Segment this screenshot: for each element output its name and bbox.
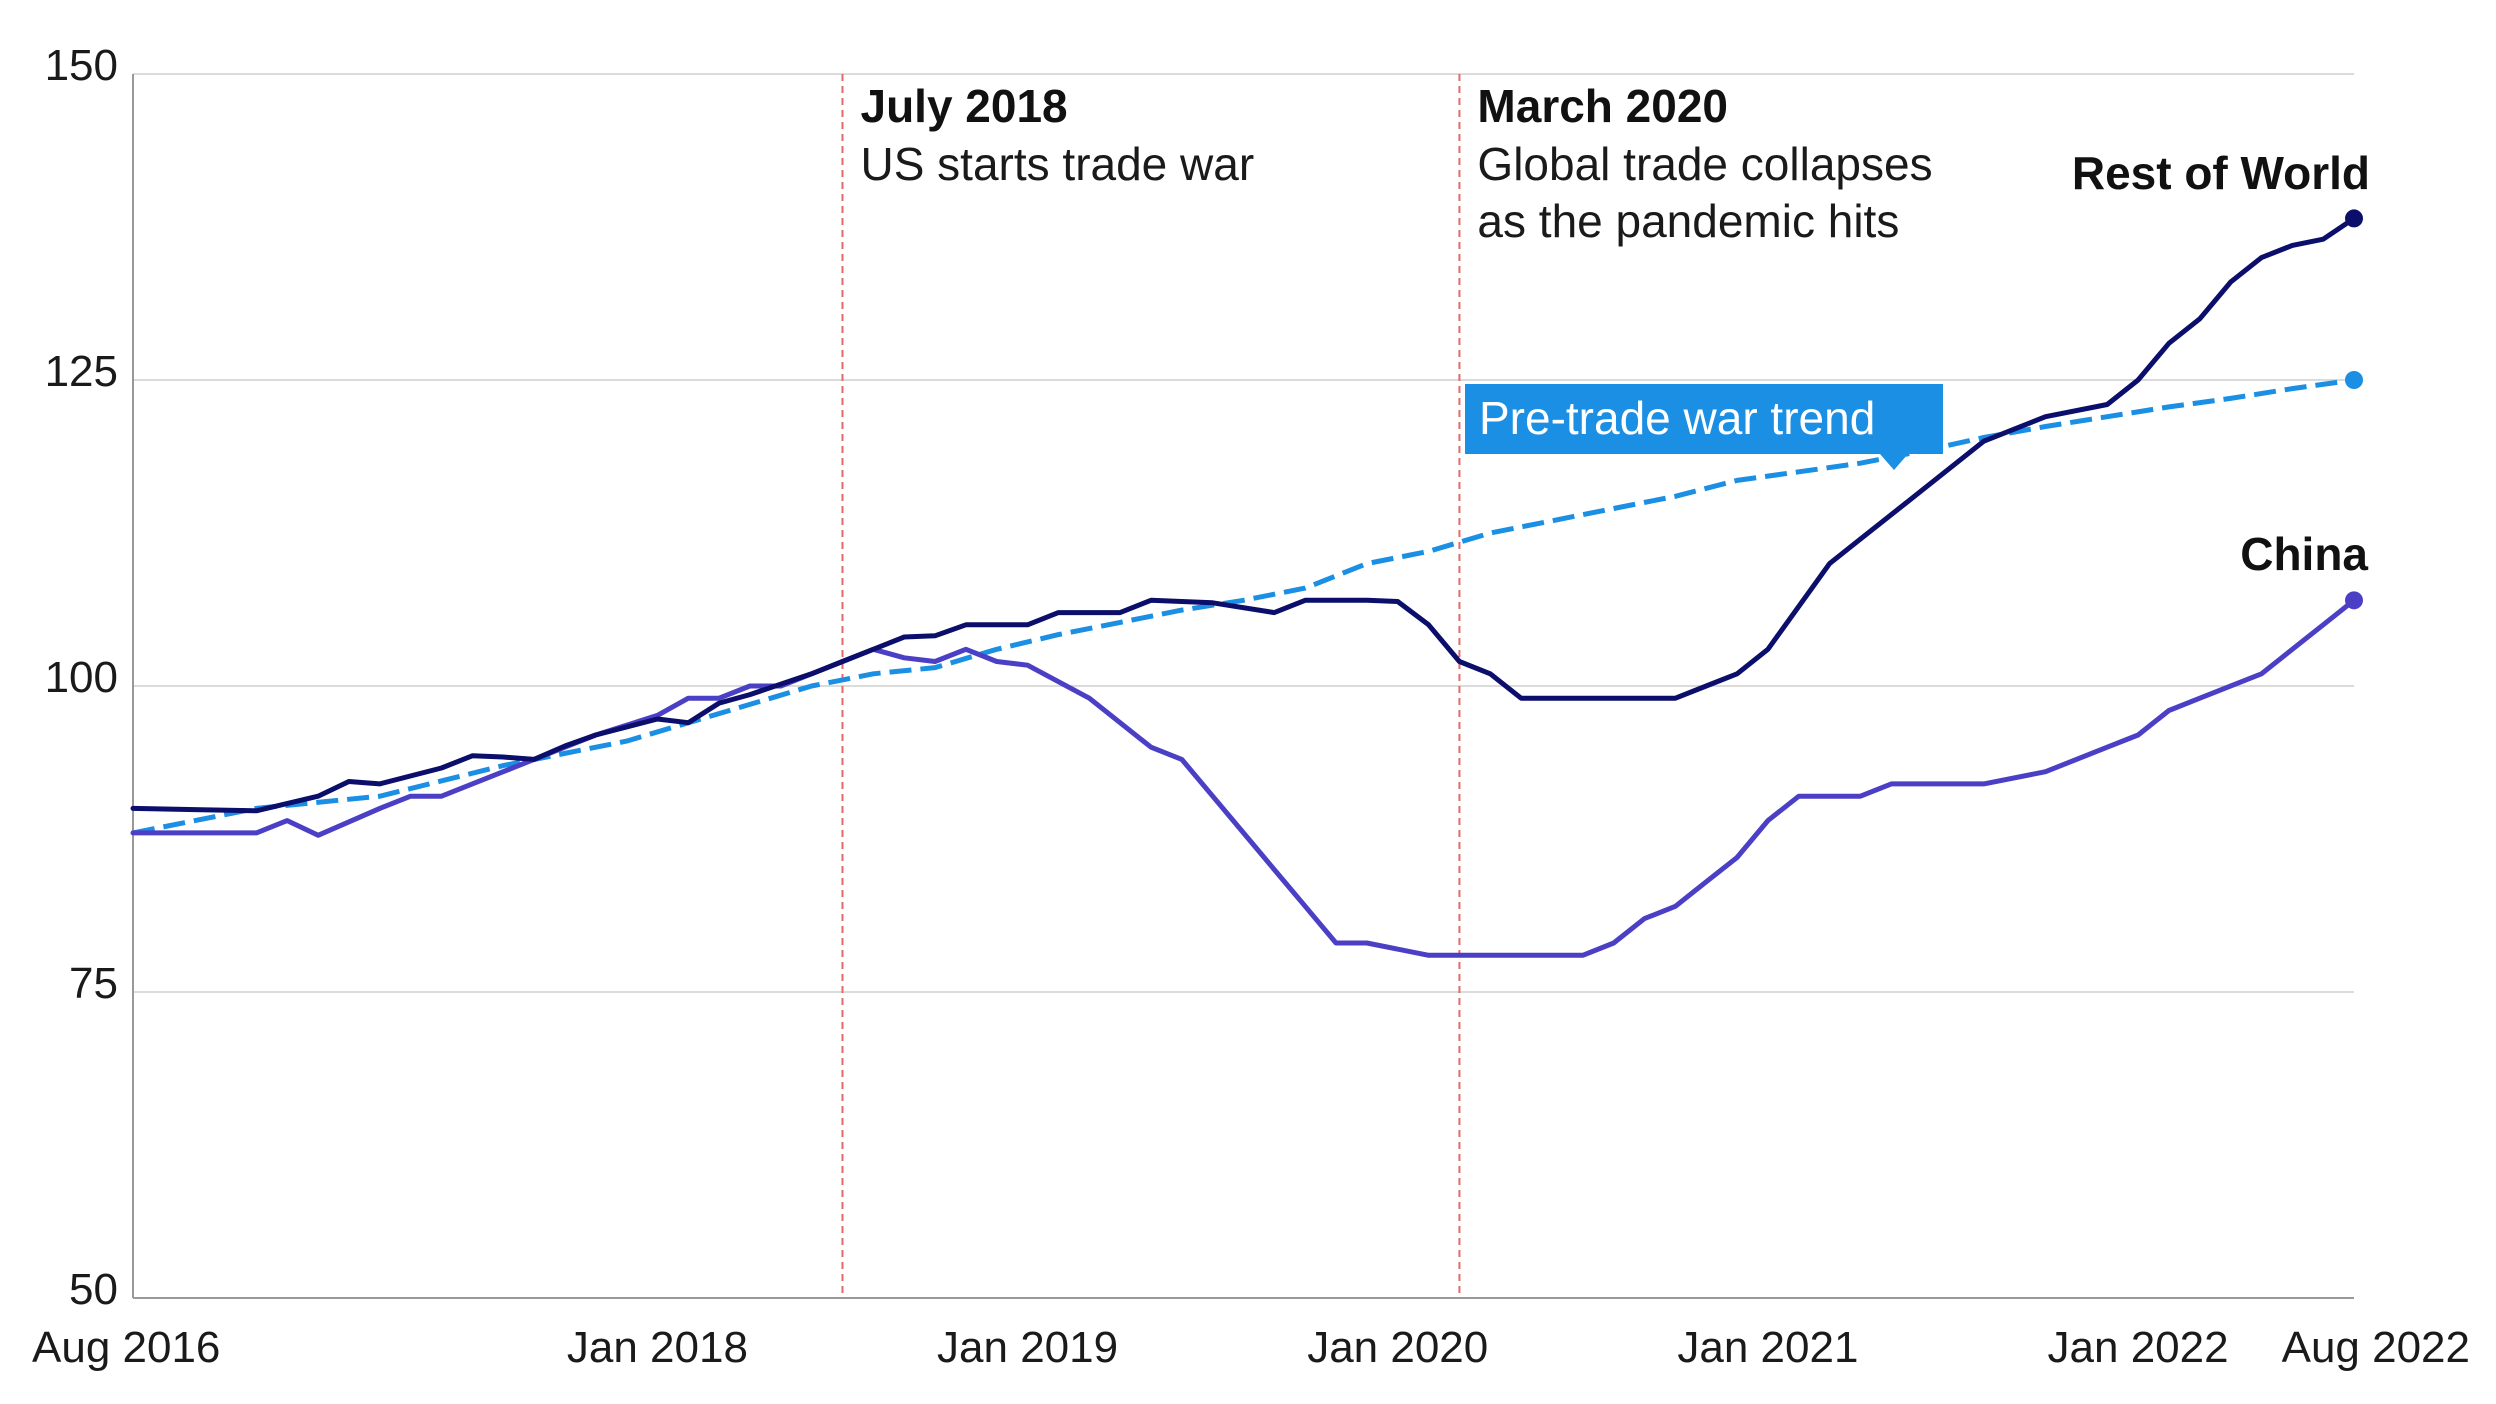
y-tick-label-150: 150 xyxy=(45,41,118,90)
series-endpoint-rest-of-world xyxy=(2345,209,2363,228)
x-tick-label: Jan 2020 xyxy=(1307,1323,1488,1372)
series-lines xyxy=(130,209,2363,958)
x-tick-label: Aug 2022 xyxy=(2282,1323,2470,1372)
series-label-pre-trade-war-trend: Pre-trade war trend xyxy=(1479,392,1875,444)
event-title-1: July 2018 xyxy=(860,80,1067,132)
x-tick-label: Jan 2022 xyxy=(2048,1323,2229,1372)
event-description-2: as the pandemic hits xyxy=(1477,195,1899,247)
series-line-rest-of-world xyxy=(130,215,2357,814)
y-tick-label-75: 75 xyxy=(69,959,118,1008)
y-tick-label-50: 50 xyxy=(69,1265,118,1314)
series-endpoint-pre-trade-war-trend xyxy=(2345,371,2363,389)
trend-label-pointer xyxy=(1880,454,1908,470)
y-tick-label-100: 100 xyxy=(45,653,118,702)
series-label-china: China xyxy=(2240,528,2368,580)
series-line-china xyxy=(130,597,2357,958)
event-description-1: US starts trade war xyxy=(860,138,1254,190)
event-description-2: Global trade collapses xyxy=(1477,138,1932,190)
y-tick-label-125: 125 xyxy=(45,347,118,396)
x-tick-label: Jan 2019 xyxy=(937,1323,1118,1372)
x-tick-label: Jan 2021 xyxy=(1677,1323,1858,1372)
series-endpoint-china xyxy=(2345,591,2363,610)
event-lines xyxy=(841,74,1461,1298)
x-axis-ticks: Aug 2016 Jan 2018 Jan 2019 Jan 2020 Jan 2021… xyxy=(32,1323,2470,1372)
y-gridlines xyxy=(132,73,2354,1299)
event-annotations: July 2018 US starts trade war March 2020 Gl… xyxy=(860,80,1932,247)
trend-label-box xyxy=(1465,384,1943,454)
x-tick-label: Aug 2016 xyxy=(32,1323,220,1372)
series-label-rest-of-world: Rest of World xyxy=(2072,147,2370,199)
x-tick-label: Jan 2018 xyxy=(567,1323,748,1372)
series-labels: Rest of World China Pre-trade war trend xyxy=(1465,147,2370,580)
event-title-2: March 2020 xyxy=(1477,80,1728,132)
y-axis-ticks: 50 75 100 125 150 xyxy=(45,41,118,1314)
